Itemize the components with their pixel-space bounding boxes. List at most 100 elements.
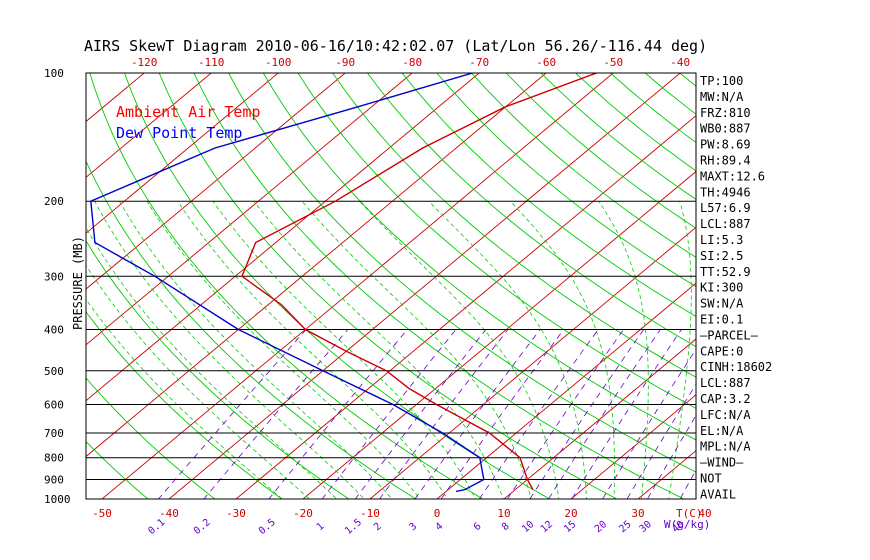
moist-adiabat-line: [86, 298, 283, 499]
index-entry: TP:100: [700, 74, 743, 88]
bottom-temp-tick-label: 30: [631, 507, 644, 520]
plot-frame: [85, 72, 697, 500]
isotherm-line: [369, 226, 696, 499]
bottom-temp-tick-label: 0: [434, 507, 441, 520]
bottom-temp-tick-label: -40: [159, 507, 179, 520]
isotherm-line: [235, 115, 696, 499]
dry-adiabat-line: [859, 54, 870, 509]
isotherm-line: [828, 54, 870, 509]
mixing-ratio-tick-label: 0.1: [146, 517, 167, 537]
moist-adiabat-line: [510, 200, 615, 499]
mixing-ratio-tick-label: 0.5: [257, 517, 278, 537]
bottom-temp-tick-label: -30: [226, 507, 246, 520]
isotherm-line: [86, 73, 279, 234]
mixing-ratio-tick-label: 1: [315, 521, 327, 533]
moist-adiabat-line: [598, 200, 649, 499]
dry-adiabat-line: [86, 440, 149, 499]
index-entry: MW:N/A: [700, 90, 744, 104]
stability-indices: TP:100 MW:N/A FRZ:810 WB0:887 PW:8.69 RH:89.4…: [700, 74, 772, 501]
index-entry: EI:0.1: [700, 313, 743, 327]
index-entry: CINH:18602: [700, 360, 772, 374]
index-entry: AVAIL: [700, 487, 736, 501]
mixing-ratio-line: [379, 329, 509, 499]
mixing-ratio-line: [602, 348, 696, 499]
isotherm-line: [0, 54, 34, 509]
mixing-ratio-line: [157, 329, 307, 499]
mixing-ratio-line: [354, 329, 487, 499]
pressure-tick-label: 1000: [44, 493, 71, 506]
dry-adiabat-line: [401, 73, 696, 318]
pressure-tick-label: 800: [44, 452, 64, 465]
moist-adiabat-line: [668, 201, 692, 499]
mixing-ratio-unit-label: W(g/kg): [664, 518, 710, 531]
top-temp-tick-label: -120: [131, 56, 158, 69]
index-entry: L57:6.9: [700, 201, 751, 215]
bottom-temp-tick-label: -50: [92, 507, 112, 520]
pressure-tick-label: 600: [44, 398, 64, 411]
isotherm-line: [761, 54, 870, 509]
isotherm-line: [86, 73, 212, 178]
index-entry: RH:89.4: [700, 154, 751, 168]
dry-adiabat-line: [297, 73, 696, 409]
mixing-ratio-tick-label: 2: [372, 521, 384, 533]
mixing-ratio-line: [571, 329, 682, 499]
moist-adiabat-line: [86, 264, 310, 499]
mixing-ratio-line: [268, 329, 408, 499]
index-entry: CAP:3.2: [700, 392, 751, 406]
top-temp-tick-label: -50: [603, 56, 623, 69]
dry-adiabat-line: [332, 73, 696, 378]
dry-adiabat-line: [825, 54, 870, 509]
index-entry: —PARCEL—: [700, 328, 759, 342]
profile-series: [90, 73, 597, 493]
mixing-ratio-tick-label: 25: [617, 519, 633, 535]
isotherm-line: [302, 170, 696, 499]
moist-adiabat-line: [94, 201, 365, 499]
moist-adiabat-line: [86, 226, 338, 499]
mixing-ratio-tick-label: 20: [593, 519, 609, 535]
mixing-ratio-line: [414, 329, 541, 499]
bottom-temp-tick-label: 10: [497, 507, 510, 520]
index-entry: EL:N/A: [700, 424, 744, 438]
moist-adiabat-line: [253, 200, 504, 499]
mixing-ratio-line: [203, 329, 349, 499]
pressure-tick-label: 500: [44, 365, 64, 378]
mixing-ratio-line: [321, 329, 457, 499]
pressure-tick-label: 100: [44, 67, 64, 80]
dry-adiabat-line: [158, 73, 618, 499]
mixing-ratio-line: [506, 329, 624, 499]
mixing-ratio-tick-label: 1.5: [343, 517, 364, 537]
index-entry: FRZ:810: [700, 106, 751, 120]
pressure-tick-label: 200: [44, 195, 64, 208]
mixing-ratio-tick-label: 8: [500, 521, 512, 533]
mixing-ratio-line: [529, 329, 645, 499]
mixing-ratio-line: [478, 329, 599, 499]
isotherm-line: [570, 394, 696, 499]
mixing-ratio-line: [646, 414, 696, 499]
index-entry: LI:5.3: [700, 233, 743, 247]
mixing-ratio-tick-label: 10: [520, 519, 536, 535]
dry-adiabat-line: [262, 73, 696, 441]
index-entry: CAPE:0: [700, 344, 743, 358]
top-temp-tick-label: -100: [265, 56, 292, 69]
dry-adiabat-line: [436, 73, 696, 288]
mixing-ratio-line: [679, 468, 696, 499]
index-entry: LCL:887: [700, 376, 751, 390]
moist-adiabat-line: [177, 200, 449, 499]
moist-adiabat-line: [119, 200, 393, 499]
mixing-ratio-tick-label: 6: [472, 521, 484, 533]
index-entry: NOT: [700, 472, 722, 486]
isotherm-line: [86, 73, 547, 458]
isotherm-line: [101, 73, 614, 499]
background-grid: [0, 54, 870, 509]
dry-adiabat-line: [366, 73, 696, 348]
index-entry: PW:8.69: [700, 138, 751, 152]
bottom-temp-tick-label: -20: [293, 507, 313, 520]
mixing-ratio-tick-label: 3: [408, 521, 420, 533]
dry-adiabat-line: [228, 73, 696, 473]
dry-adiabat-line: [505, 73, 696, 229]
pressure-tick-label: 300: [44, 270, 64, 283]
index-entry: LCL:887: [700, 217, 751, 231]
top-temp-tick-label: -80: [402, 56, 422, 69]
top-temp-tick-label: -60: [536, 56, 556, 69]
